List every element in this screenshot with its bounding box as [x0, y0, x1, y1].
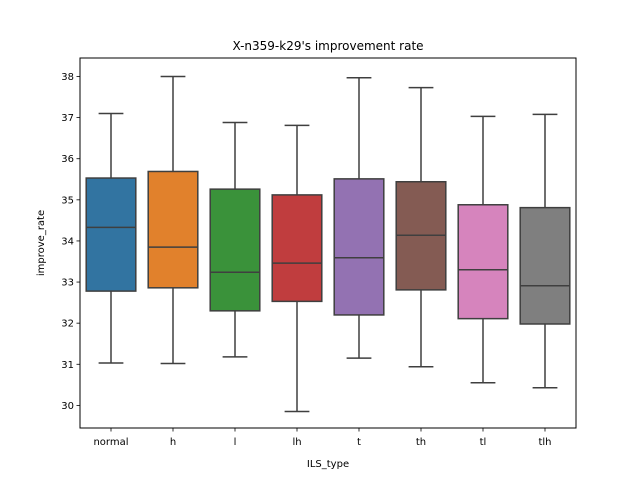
y-axis-title: improve_rate — [36, 210, 47, 276]
y-tick-label: 37 — [61, 113, 74, 124]
plot-area: 30 31 32 33 34 35 36 37 38 normal h l lh t th tl tlh — [61, 72, 571, 448]
x-tick-label: h — [170, 437, 176, 448]
box-normal — [85, 177, 137, 292]
y-tick-label: 32 — [61, 319, 74, 330]
y-tick-label: 35 — [61, 195, 74, 206]
x-tick-label: tlh — [538, 437, 551, 448]
box-t — [333, 178, 385, 316]
chart-title: X-n359-k29's improvement rate — [232, 39, 423, 53]
y-tick-label: 30 — [61, 401, 74, 412]
y-tick-label: 36 — [61, 154, 74, 165]
x-tick-label: th — [416, 437, 426, 448]
y-tick-label: 33 — [61, 278, 74, 289]
box-tl — [457, 204, 509, 320]
x-axis-title: ILS_type — [307, 459, 349, 470]
y-tick-label: 31 — [61, 360, 74, 371]
x-tick-label: l — [234, 437, 237, 448]
box-h — [147, 170, 199, 289]
box-lh — [271, 194, 323, 303]
plot-frame — [79, 57, 577, 429]
x-tick-label: t — [357, 437, 361, 448]
y-tick-label: 34 — [61, 236, 74, 247]
x-tick-label: normal — [93, 437, 128, 448]
x-tick-label: lh — [292, 437, 301, 448]
box-l — [209, 188, 261, 312]
x-tick-label: tl — [480, 437, 487, 448]
box-tlh — [519, 206, 571, 325]
y-tick-label: 38 — [61, 72, 74, 83]
